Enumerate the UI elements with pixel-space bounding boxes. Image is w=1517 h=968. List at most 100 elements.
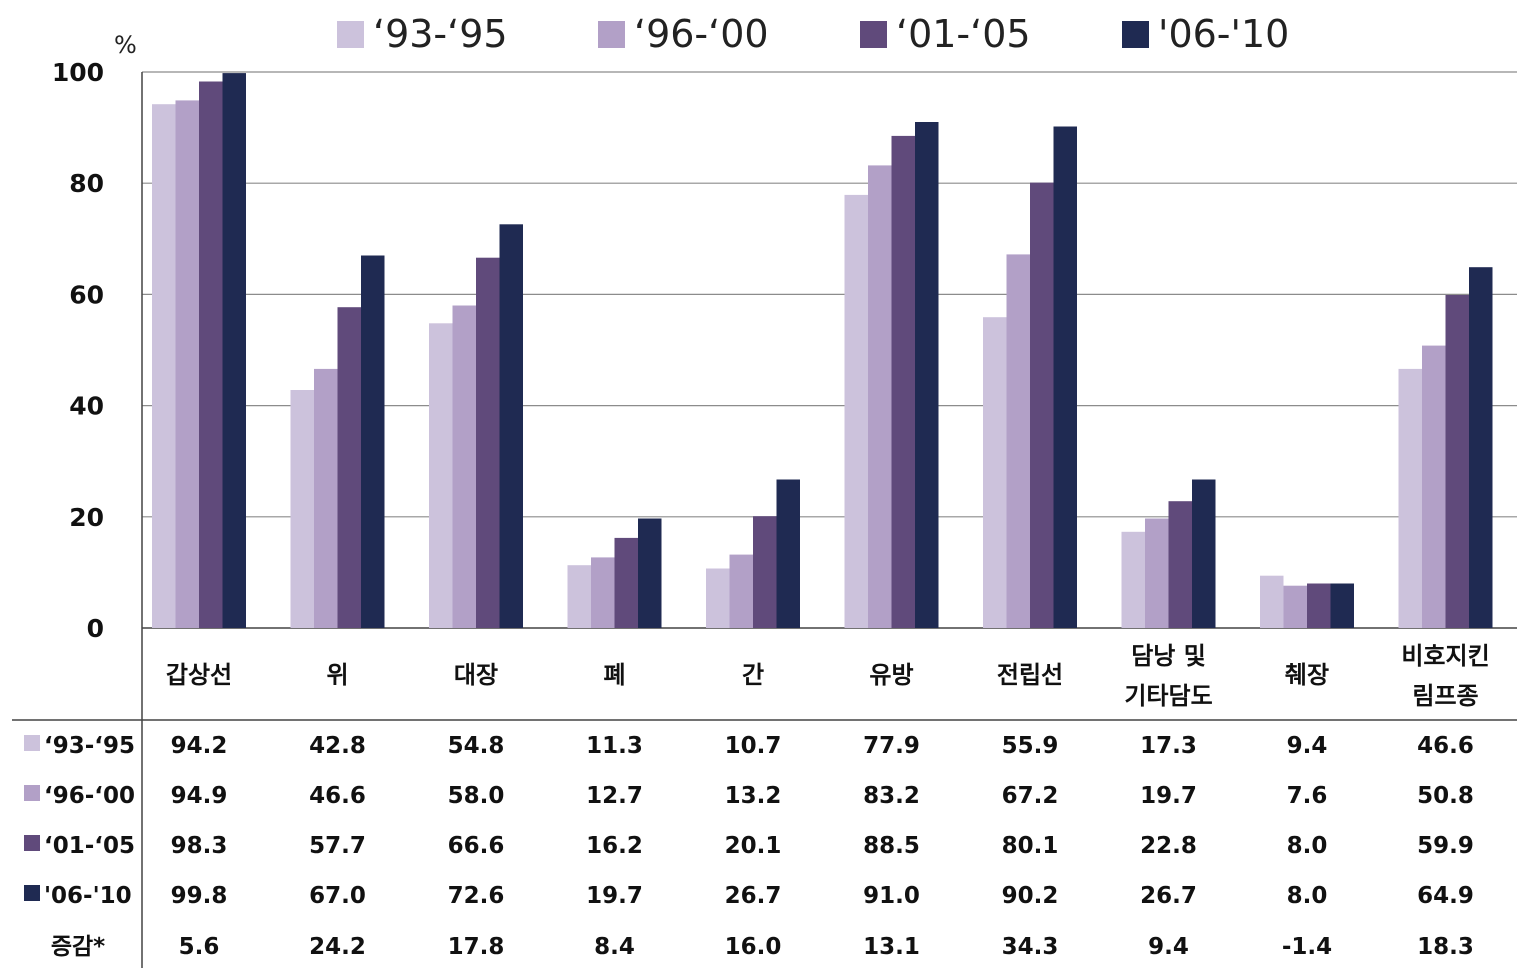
bar-series1-cat4 <box>729 554 753 628</box>
table-cell-r2-c7: 22.8 <box>1140 833 1197 859</box>
table-row-swatch-0 <box>24 735 40 751</box>
table-cell-r3-c5: 91.0 <box>863 883 920 909</box>
table-cell-r1-c1: 46.6 <box>309 783 366 809</box>
table-cell-r3-c7: 26.7 <box>1140 883 1197 909</box>
table-cell-r1-c4: 13.2 <box>725 783 782 809</box>
bar-series2-cat7 <box>1168 501 1192 628</box>
table-cell-r0-c2: 54.8 <box>448 733 505 759</box>
bar-series3-cat8 <box>1330 583 1354 628</box>
table-cell-r3-c4: 26.7 <box>725 883 782 909</box>
bar-series1-cat8 <box>1283 585 1307 628</box>
bar-series2-cat2 <box>476 257 500 628</box>
bar-series1-cat7 <box>1145 518 1169 628</box>
table-cell-r1-c9: 50.8 <box>1417 783 1474 809</box>
table-cell-r1-c7: 19.7 <box>1140 783 1197 809</box>
bar-series0-cat9 <box>1398 368 1422 628</box>
table-row-label-3: '06-'10 <box>44 883 132 909</box>
bar-series1-cat0 <box>175 100 199 628</box>
category-label-9-line2: 림프종 <box>1412 682 1478 710</box>
table-cell-r2-c0: 98.3 <box>171 833 228 859</box>
category-label-6: 전립선 <box>997 661 1063 689</box>
y-tick-label-40: 40 <box>69 392 104 421</box>
bars <box>152 73 1493 629</box>
bar-series1-cat2 <box>452 305 476 628</box>
category-label-3: 폐 <box>603 661 625 689</box>
table-row-label-2: ‘01-‘05 <box>44 833 135 859</box>
legend-swatch-0 <box>337 21 364 48</box>
bar-series2-cat1 <box>337 307 361 628</box>
category-label-7-line2: 기타담도 <box>1124 682 1212 710</box>
y-unit-label: % <box>114 31 137 59</box>
category-label-7-line1: 담낭 및 <box>1131 642 1206 670</box>
bar-series3-cat0 <box>222 73 246 629</box>
table-cell-r4-c3: 8.4 <box>594 934 635 960</box>
bar-series3-cat5 <box>915 122 939 628</box>
table-cell-r3-c8: 8.0 <box>1287 883 1328 909</box>
bar-series3-cat1 <box>361 255 385 628</box>
table-cell-r1-c0: 94.9 <box>171 783 228 809</box>
legend-label-1: ‘96-‘00 <box>634 12 769 56</box>
bar-series1-cat3 <box>591 557 615 628</box>
category-label-8: 췌장 <box>1285 661 1329 689</box>
table-cell-r0-c6: 55.9 <box>1002 733 1059 759</box>
y-tick-label-60: 60 <box>69 280 104 309</box>
table-cell-r4-c6: 34.3 <box>1002 934 1059 960</box>
legend-swatch-1 <box>598 21 625 48</box>
category-label-0: 갑상선 <box>166 661 232 689</box>
table-cell-r1-c2: 58.0 <box>448 783 505 809</box>
table-cell-r4-c4: 16.0 <box>725 934 782 960</box>
table-cell-r1-c5: 83.2 <box>863 783 920 809</box>
table-cell-r3-c9: 64.9 <box>1417 883 1474 909</box>
table-row-swatch-3 <box>24 885 40 901</box>
bar-series1-cat1 <box>314 368 338 628</box>
y-tick-label-80: 80 <box>69 169 104 198</box>
bar-series1-cat5 <box>868 165 892 628</box>
bar-series1-cat6 <box>1006 254 1030 628</box>
legend-label-0: ‘93-‘95 <box>373 12 508 56</box>
category-label-2: 대장 <box>454 661 498 689</box>
category-label-5: 유방 <box>869 661 913 689</box>
table-cell-r3-c6: 90.2 <box>1002 883 1059 909</box>
table-cell-r2-c8: 8.0 <box>1287 833 1328 859</box>
table-cell-r2-c2: 66.6 <box>448 833 505 859</box>
table-cell-r4-c1: 24.2 <box>309 934 366 960</box>
table-cell-r0-c8: 9.4 <box>1287 733 1328 759</box>
table-cell-r4-c8: -1.4 <box>1282 934 1332 960</box>
bar-series2-cat4 <box>753 516 777 628</box>
bar-series3-cat7 <box>1192 479 1216 628</box>
category-label-1: 위 <box>326 661 348 689</box>
legend-label-3: '06-'10 <box>1158 12 1289 56</box>
bar-series2-cat3 <box>614 537 638 628</box>
table-cell-r0-c0: 94.2 <box>171 733 228 759</box>
table-cell-r3-c3: 19.7 <box>586 883 643 909</box>
legend: ‘93-‘95 ‘96-‘00 ‘01-‘05 '06-'10 <box>337 12 1289 56</box>
bar-series0-cat8 <box>1260 575 1284 628</box>
table-cell-r4-c9: 18.3 <box>1417 934 1474 960</box>
table-cell-r4-c0: 5.6 <box>179 934 220 960</box>
bar-series0-cat7 <box>1121 531 1145 628</box>
table-cell-r4-c7: 9.4 <box>1148 934 1189 960</box>
table-cell-r0-c7: 17.3 <box>1140 733 1197 759</box>
data-table: ‘93-‘95 94.2 42.8 54.8 11.3 10.7 77.9 55.9 17.3 9… <box>12 719 1517 960</box>
bar-series0-cat6 <box>983 317 1007 628</box>
table-row-label-1: ‘96-‘00 <box>44 783 135 809</box>
y-tick-label-100: 100 <box>52 58 104 87</box>
bar-series1-cat9 <box>1422 345 1446 628</box>
table-cell-r3-c1: 67.0 <box>309 883 366 909</box>
table-cell-r3-c0: 99.8 <box>171 883 228 909</box>
table-cell-r2-c6: 80.1 <box>1002 833 1059 859</box>
bar-series2-cat5 <box>891 135 915 628</box>
table-cell-r0-c9: 46.6 <box>1417 733 1474 759</box>
table-row-swatch-2 <box>24 835 40 851</box>
bar-series0-cat4 <box>706 568 730 628</box>
bar-series0-cat3 <box>567 565 591 628</box>
table-cell-r0-c4: 10.7 <box>725 733 782 759</box>
category-label-4: 간 <box>742 661 764 689</box>
y-tick-label-0: 0 <box>87 614 104 643</box>
bar-series0-cat1 <box>290 390 314 628</box>
bar-series0-cat0 <box>152 104 176 628</box>
table-cell-r1-c3: 12.7 <box>586 783 643 809</box>
table-cell-r2-c9: 59.9 <box>1417 833 1474 859</box>
table-cell-r2-c3: 16.2 <box>586 833 643 859</box>
